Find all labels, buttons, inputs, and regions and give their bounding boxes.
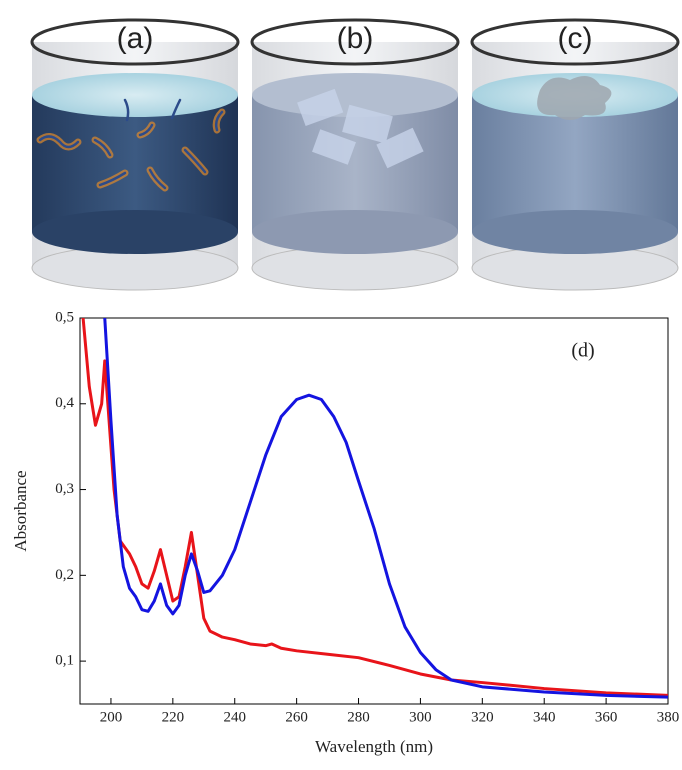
x-tick-label: 200	[100, 709, 123, 725]
x-tick-label: 280	[347, 709, 370, 725]
panel-label: (b)	[337, 22, 374, 55]
plot-frame	[79, 317, 669, 705]
x-tick-label: 360	[595, 709, 618, 725]
annotation: (d)	[571, 340, 594, 362]
x-tick-label: 220	[162, 709, 185, 725]
x-tick-label: 320	[471, 709, 494, 725]
y-tick-label: 0,4	[55, 395, 74, 411]
line-series	[81, 318, 668, 697]
panel-label: (a)	[117, 22, 154, 55]
beaker	[250, 18, 460, 291]
line-series	[103, 318, 668, 699]
x-tick-label: 340	[533, 709, 556, 725]
x-tick-label: 240	[223, 709, 246, 725]
x-axis-label: Wavelength (nm)	[315, 737, 433, 756]
x-tick-label: 260	[285, 709, 308, 725]
y-tick-label: 0,3	[55, 481, 74, 497]
y-axis-label: Absorbance	[11, 470, 30, 551]
x-tick-label: 300	[409, 709, 432, 725]
beaker	[470, 18, 680, 291]
beaker	[30, 18, 240, 291]
beakers	[30, 18, 680, 291]
y-tick-label: 0,2	[55, 567, 74, 583]
x-tick-label: 380	[657, 709, 680, 725]
plot-lines	[81, 318, 668, 699]
y-tick-label: 0,1	[55, 653, 74, 669]
y-tick-label: 0,5	[55, 309, 74, 325]
panel-label: (c)	[558, 22, 593, 55]
